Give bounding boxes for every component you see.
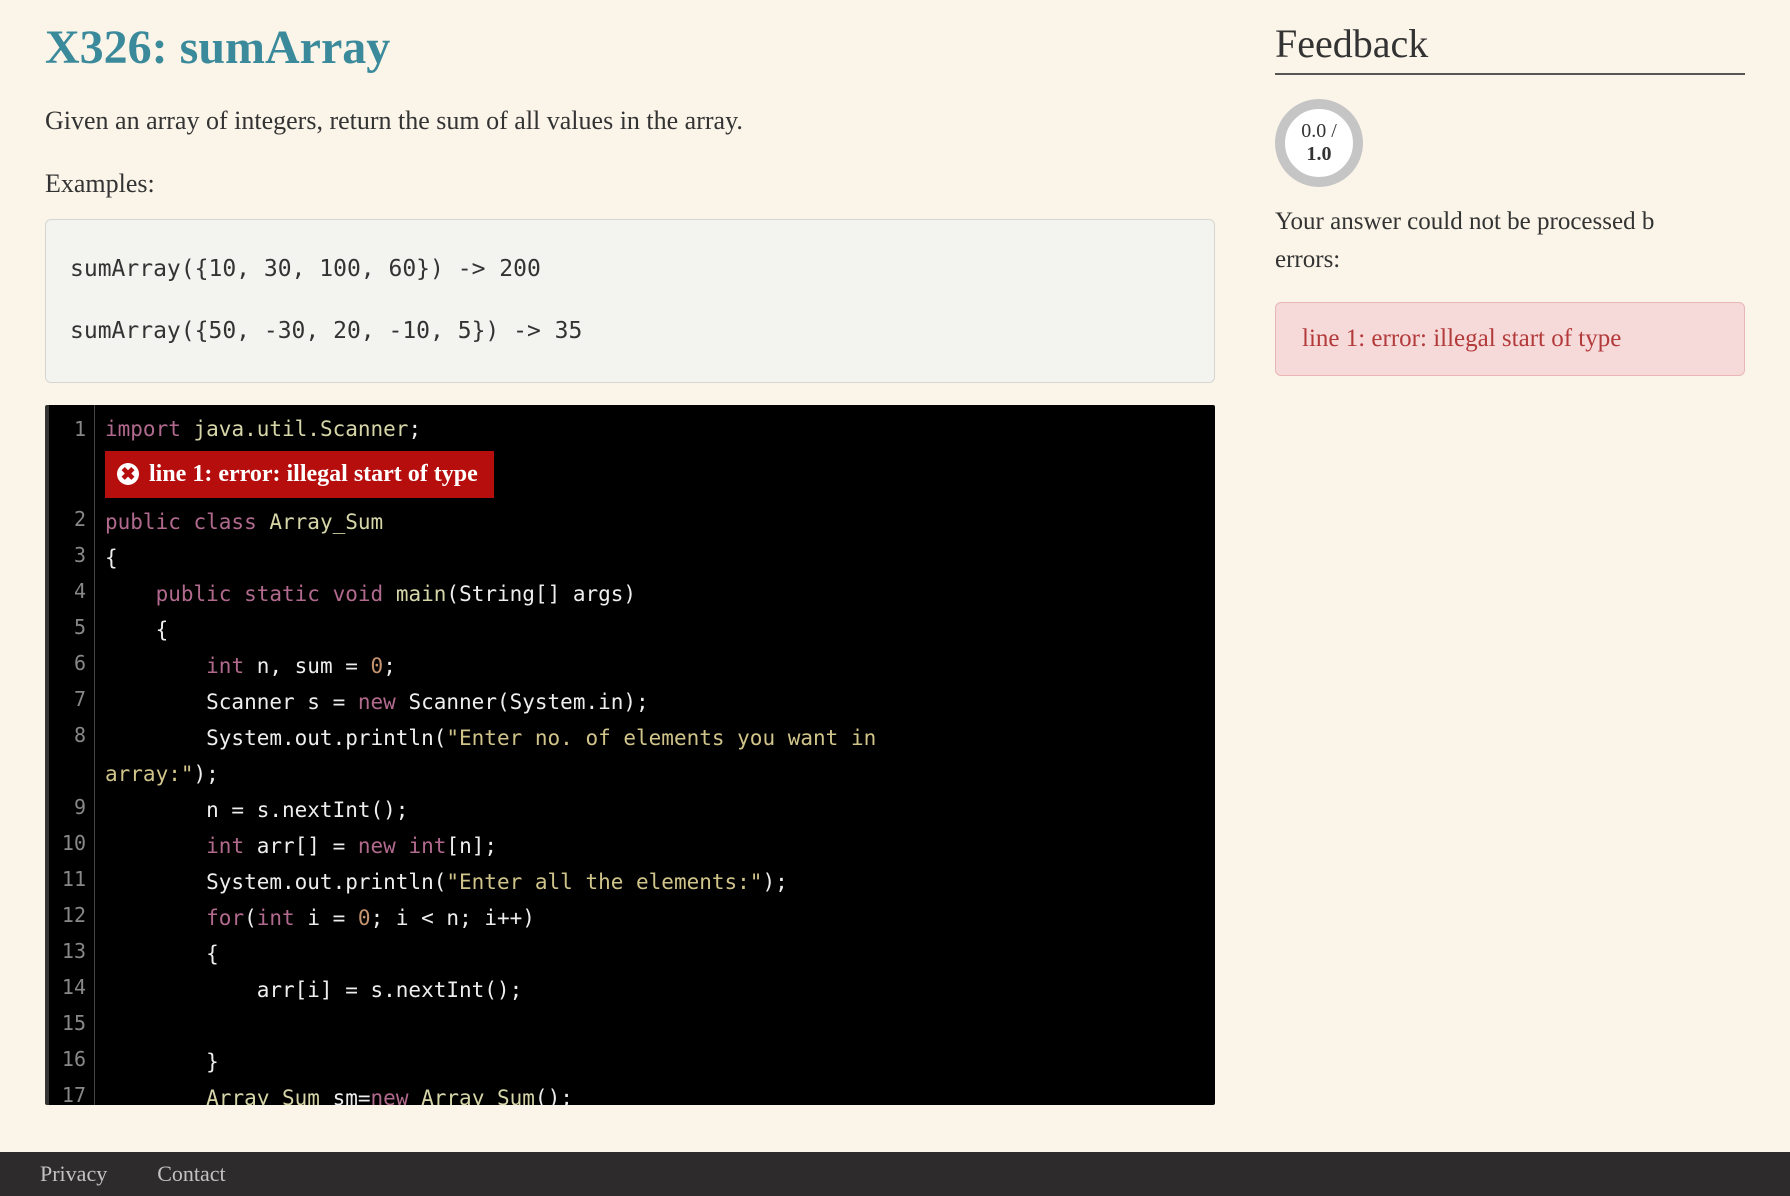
feedback-error-box: line 1: error: illegal start of type: [1275, 302, 1745, 376]
inline-error-banner[interactable]: ✖ line 1: error: illegal start of type: [105, 451, 494, 498]
example-line: sumArray({50, -30, 20, -10, 5}) -> 35: [70, 310, 1190, 354]
code-line[interactable]: int arr[] = new int[n];: [105, 828, 1205, 864]
code-line[interactable]: }: [105, 1044, 1205, 1080]
feedback-error-text: line 1: error: illegal start of type: [1302, 325, 1621, 352]
code-line[interactable]: import java.util.Scanner;: [105, 411, 1205, 447]
code-line[interactable]: Array_Sum sm=new Array_Sum();: [105, 1080, 1205, 1105]
code-line[interactable]: System.out.println("Enter all the elemen…: [105, 864, 1205, 900]
code-line[interactable]: public class Array_Sum: [105, 504, 1205, 540]
code-line[interactable]: [105, 1008, 1205, 1044]
footer-bar: Privacy Contact: [0, 1152, 1790, 1196]
inline-error-text: line 1: error: illegal start of type: [149, 461, 478, 488]
code-editor[interactable]: 1234567891011121314151617 import java.ut…: [45, 405, 1215, 1105]
code-line[interactable]: int n, sum = 0;: [105, 648, 1205, 684]
problem-description: Given an array of integers, return the s…: [45, 103, 1215, 139]
feedback-heading: Feedback: [1275, 20, 1745, 75]
editor-gutter: 1234567891011121314151617: [49, 405, 95, 1105]
footer-link-privacy[interactable]: Privacy: [40, 1161, 107, 1187]
footer-link-contact[interactable]: Contact: [157, 1161, 225, 1187]
code-line[interactable]: array:");: [105, 756, 1205, 792]
score-earned: 0.0 /: [1301, 120, 1337, 143]
code-line[interactable]: for(int i = 0; i < n; i++): [105, 900, 1205, 936]
examples-label: Examples:: [45, 169, 1215, 199]
code-line[interactable]: {: [105, 612, 1205, 648]
examples-box: sumArray({10, 30, 100, 60}) -> 200 sumAr…: [45, 219, 1215, 382]
score-total: 1.0: [1307, 143, 1332, 166]
code-line[interactable]: n = s.nextInt();: [105, 792, 1205, 828]
code-line[interactable]: Scanner s = new Scanner(System.in);: [105, 684, 1205, 720]
code-line[interactable]: {: [105, 540, 1205, 576]
code-line[interactable]: public static void main(String[] args): [105, 576, 1205, 612]
score-ring: 0.0 / 1.0: [1275, 99, 1363, 187]
example-line: sumArray({10, 30, 100, 60}) -> 200: [70, 248, 1190, 292]
feedback-message: Your answer could not be processed b err…: [1275, 203, 1745, 278]
problem-column: X326: sumArray Given an array of integer…: [45, 20, 1215, 1105]
code-line[interactable]: arr[i] = s.nextInt();: [105, 972, 1205, 1008]
code-line[interactable]: System.out.println("Enter no. of element…: [105, 720, 1205, 756]
editor-code[interactable]: import java.util.Scanner; ✖ line 1: error:…: [95, 405, 1215, 1105]
problem-title: X326: sumArray: [45, 20, 1215, 75]
code-line[interactable]: {: [105, 936, 1205, 972]
error-icon: ✖: [117, 463, 139, 485]
feedback-column: Feedback 0.0 / 1.0 Your answer could not…: [1275, 20, 1745, 1105]
